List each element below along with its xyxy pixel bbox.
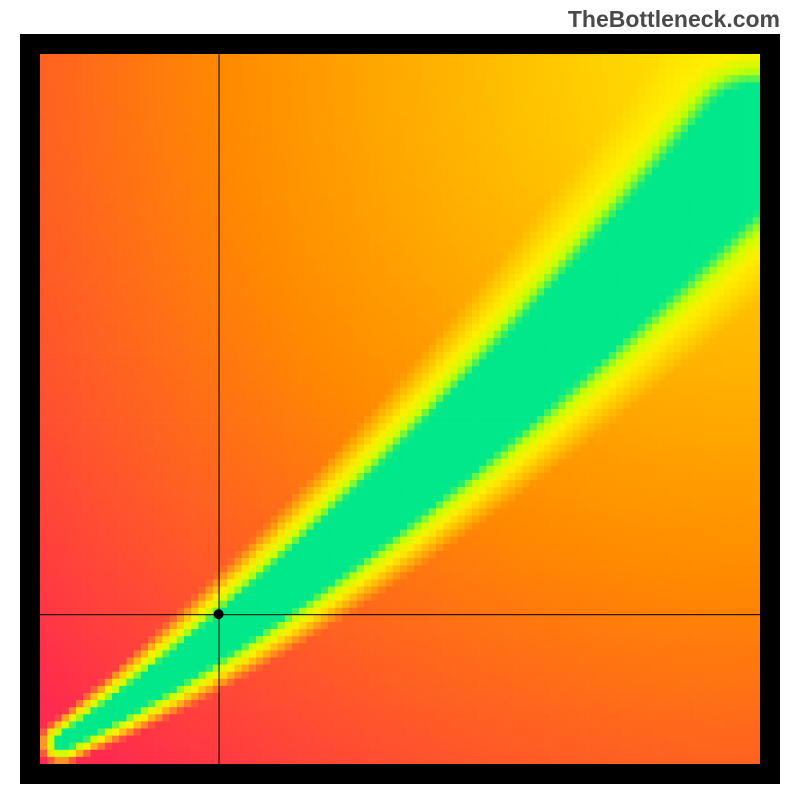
watermark-text: TheBottleneck.com xyxy=(568,6,780,33)
chart-container: TheBottleneck.com xyxy=(0,0,800,800)
bottleneck-heatmap xyxy=(20,34,780,784)
